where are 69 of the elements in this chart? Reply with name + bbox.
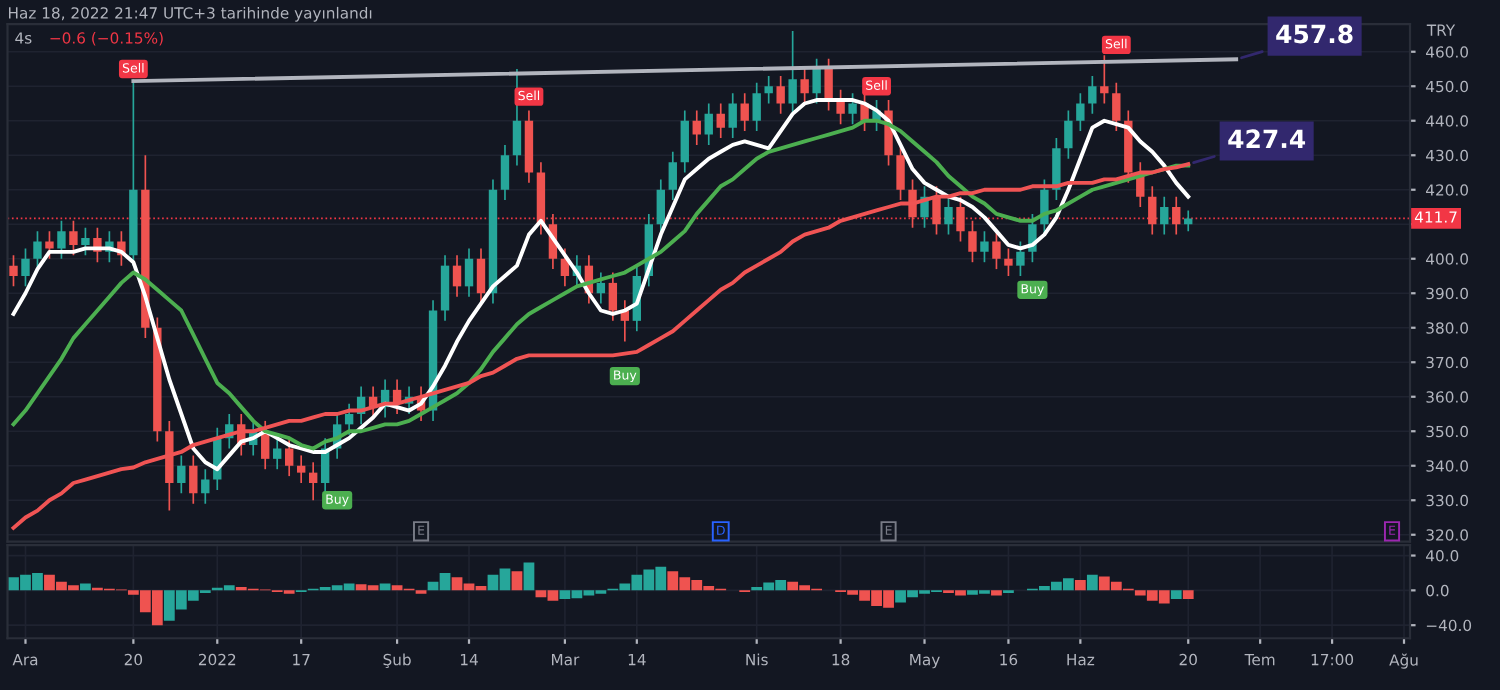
candlestick [656, 178, 665, 236]
candlestick [980, 230, 989, 264]
candlestick [1100, 54, 1109, 105]
candlestick [968, 219, 977, 264]
bar [1182, 590, 1194, 600]
candlestick [680, 109, 689, 174]
candlestick [201, 468, 210, 505]
candlestick [1172, 195, 1181, 236]
candlestick [464, 247, 474, 298]
candlestick [1148, 185, 1157, 236]
candlestick [33, 230, 42, 270]
bar [1086, 574, 1098, 591]
candlestick [944, 195, 953, 236]
candlestick [1184, 209, 1193, 232]
candlestick [177, 454, 186, 495]
candlestick [728, 92, 737, 139]
bar [1170, 590, 1182, 600]
candlestick [1064, 109, 1073, 160]
candlestick [500, 144, 510, 201]
candlestick [836, 88, 845, 126]
candlestick [596, 271, 606, 305]
bar [379, 583, 391, 591]
candlestick [45, 230, 54, 260]
candlestick [285, 437, 294, 477]
candlestick [716, 102, 725, 139]
data-label: 427.4 [1228, 129, 1306, 148]
candlestick [752, 81, 761, 132]
candlestick [296, 454, 306, 484]
candlestick [344, 402, 354, 436]
candlestick [668, 150, 677, 201]
candlestick [740, 92, 749, 132]
candlestick [848, 92, 857, 126]
candlestick [1052, 137, 1061, 201]
bar [511, 571, 523, 591]
candlestick [1016, 240, 1025, 277]
candlestick [69, 219, 78, 257]
candlestick [1088, 75, 1097, 115]
candlestick [1004, 247, 1013, 277]
candlestick [992, 230, 1001, 270]
candlestick [273, 437, 282, 471]
candlestick [189, 454, 198, 505]
candlestick [452, 254, 462, 298]
candlestick [57, 219, 66, 260]
candlestick [440, 254, 450, 322]
candlestick [1076, 92, 1085, 132]
candlestick [788, 30, 797, 115]
candlestick [692, 109, 701, 146]
candlestick [1112, 81, 1121, 132]
candlestick [9, 254, 18, 288]
data-label: 457.8 [1276, 24, 1353, 44]
candlestick [764, 75, 773, 105]
candlestick [81, 226, 90, 257]
bar [1074, 579, 1086, 591]
candlestick [308, 461, 318, 502]
bar [991, 590, 1002, 596]
candlestick [956, 195, 965, 243]
candlestick [800, 68, 809, 105]
candlestick [812, 57, 821, 105]
candlestick [512, 68, 522, 167]
candlestick [476, 247, 486, 305]
candlestick [1040, 178, 1049, 236]
candlestick [1160, 195, 1169, 236]
bar [523, 562, 535, 591]
candlestick [704, 102, 713, 146]
candlestick [21, 247, 30, 288]
bar [80, 583, 91, 591]
candlestick [608, 271, 618, 322]
candlestick [932, 185, 941, 236]
candlestick [776, 75, 785, 115]
